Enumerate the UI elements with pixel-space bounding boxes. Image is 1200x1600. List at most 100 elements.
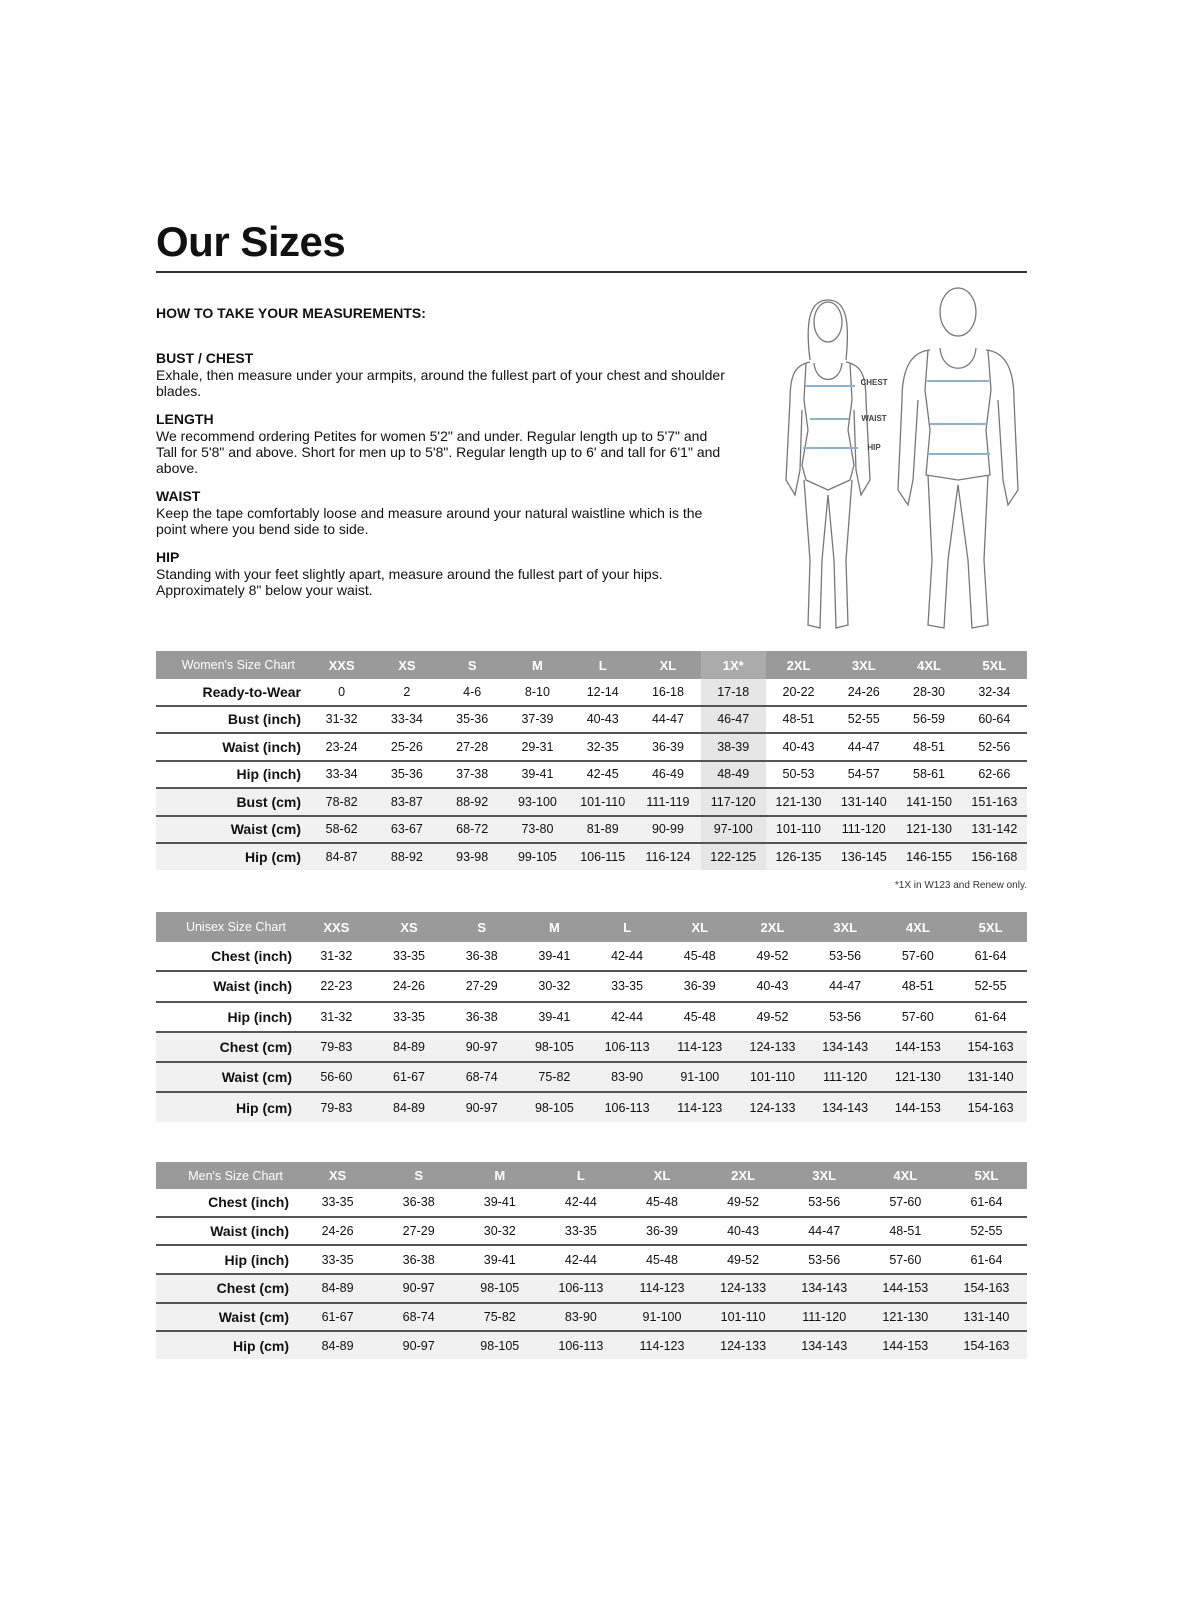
size-value: 154-163 bbox=[954, 1031, 1027, 1064]
size-value: 39-41 bbox=[518, 942, 591, 973]
size-value: 52-55 bbox=[831, 705, 897, 734]
size-value: 54-57 bbox=[831, 760, 897, 789]
row-label: Waist (cm) bbox=[156, 1062, 300, 1094]
body-measurement-figure: CHEST WAIST HIP bbox=[785, 287, 1019, 629]
size-value: 93-98 bbox=[439, 843, 505, 870]
section-waist: WAIST Keep the tape comfortably loose an… bbox=[156, 488, 726, 537]
size-header: 1X* bbox=[700, 651, 766, 679]
size-value: 45-48 bbox=[663, 942, 737, 973]
size-value: 45-48 bbox=[663, 1001, 737, 1033]
size-value: 42-44 bbox=[540, 1245, 622, 1276]
size-value: 48-51 bbox=[765, 705, 832, 734]
size-value: 134-143 bbox=[783, 1331, 865, 1360]
table-row: Waist (cm) 61-67 68-74 75-82 83-90 91-100 101-… bbox=[156, 1302, 1027, 1333]
section-heading: LENGTH bbox=[156, 411, 214, 427]
size-header: XS bbox=[374, 651, 440, 679]
size-value: 8-10 bbox=[504, 679, 571, 707]
size-value: 114-123 bbox=[621, 1331, 703, 1360]
size-value: 111-119 bbox=[635, 788, 701, 817]
size-value: 121-130 bbox=[765, 788, 832, 817]
size-value: 73-80 bbox=[504, 815, 571, 844]
table-row: Hip (cm) 84-89 90-97 98-105 106-113 114-123 12… bbox=[156, 1331, 1027, 1360]
size-value: 83-87 bbox=[374, 788, 440, 817]
size-value: 154-163 bbox=[945, 1331, 1027, 1360]
size-value: 57-60 bbox=[881, 1001, 955, 1033]
size-value: 62-66 bbox=[961, 760, 1027, 789]
section-bust-chest: BUST / CHEST Exhale, then measure under … bbox=[156, 350, 726, 399]
size-value: 48-51 bbox=[864, 1216, 946, 1247]
section-text: Keep the tape comfortably loose and meas… bbox=[156, 505, 703, 537]
size-value: 33-35 bbox=[297, 1245, 379, 1276]
size-value: 61-64 bbox=[954, 942, 1027, 973]
size-value: 98-105 bbox=[459, 1331, 541, 1360]
size-value: 126-135 bbox=[765, 843, 832, 870]
size-value: 36-39 bbox=[635, 733, 701, 762]
table-row: Ready-to-Wear 0 2 4-6 8-10 12-14 16-18 17-18 20-… bbox=[156, 679, 1027, 707]
size-value: 136-145 bbox=[831, 843, 897, 870]
size-value: 31-32 bbox=[300, 942, 373, 973]
size-value: 40-43 bbox=[765, 733, 832, 762]
header-row: Unisex Size Chart XXS XS S M L XL 2XL 3XL 4XL 5XL bbox=[156, 912, 1027, 942]
size-value: 39-41 bbox=[459, 1245, 541, 1276]
size-value: 144-153 bbox=[864, 1331, 946, 1360]
size-value: 31-32 bbox=[300, 1001, 373, 1033]
table-row: Waist (cm) 58-62 63-67 68-72 73-80 81-89 90-99… bbox=[156, 815, 1027, 844]
size-value: 46-47 bbox=[700, 705, 766, 734]
size-value: 61-67 bbox=[297, 1302, 379, 1333]
row-label: Chest (inch) bbox=[156, 1189, 297, 1218]
size-header: 2XL bbox=[702, 1162, 784, 1189]
size-value: 32-34 bbox=[961, 679, 1027, 707]
row-label: Chest (inch) bbox=[156, 942, 300, 973]
size-header: 5XL bbox=[945, 1162, 1027, 1189]
size-value: 44-47 bbox=[831, 733, 897, 762]
row-label: Bust (cm) bbox=[156, 788, 309, 817]
size-value: 99-105 bbox=[504, 843, 571, 870]
chart-title: Men's Size Chart bbox=[156, 1162, 297, 1189]
size-value: 81-89 bbox=[570, 815, 636, 844]
size-value: 24-26 bbox=[831, 679, 897, 707]
measurement-instructions: BUST / CHEST Exhale, then measure under … bbox=[156, 350, 726, 610]
size-value: 101-110 bbox=[736, 1062, 809, 1094]
size-value: 33-35 bbox=[372, 942, 446, 973]
size-value: 39-41 bbox=[504, 760, 571, 789]
size-value: 79-83 bbox=[300, 1031, 373, 1064]
size-header: 5XL bbox=[961, 651, 1027, 679]
size-value: 61-64 bbox=[945, 1245, 1027, 1276]
size-value: 68-74 bbox=[378, 1302, 460, 1333]
size-value: 48-51 bbox=[896, 733, 962, 762]
womens-size-chart: Women's Size Chart XXS XS S M L XL 1X* 2XL 3XL 4XL… bbox=[156, 651, 1027, 870]
size-value: 154-163 bbox=[945, 1274, 1027, 1304]
male-figure-outline bbox=[897, 287, 1019, 629]
size-value: 134-143 bbox=[808, 1092, 882, 1122]
size-value: 28-30 bbox=[896, 679, 962, 707]
size-value: 35-36 bbox=[439, 705, 505, 734]
size-value: 121-130 bbox=[881, 1062, 955, 1094]
chart-title: Unisex Size Chart bbox=[156, 912, 300, 942]
size-value: 141-150 bbox=[896, 788, 962, 817]
table-row: Waist (inch) 23-24 25-26 27-28 29-31 32-35 36-… bbox=[156, 733, 1027, 762]
size-value: 151-163 bbox=[961, 788, 1027, 817]
size-value: 90-97 bbox=[378, 1331, 460, 1360]
title-divider bbox=[156, 271, 1027, 273]
size-value: 42-45 bbox=[570, 760, 636, 789]
size-value: 97-100 bbox=[700, 815, 766, 844]
size-value: 111-120 bbox=[808, 1062, 882, 1094]
size-value: 33-35 bbox=[590, 971, 664, 1003]
size-value: 124-133 bbox=[702, 1274, 784, 1304]
size-value: 111-120 bbox=[783, 1302, 865, 1333]
size-value: 131-140 bbox=[945, 1302, 1027, 1333]
section-heading: WAIST bbox=[156, 488, 201, 504]
size-value: 12-14 bbox=[570, 679, 636, 707]
size-value: 131-140 bbox=[954, 1062, 1027, 1094]
row-label: Waist (cm) bbox=[156, 1302, 297, 1333]
size-value: 90-97 bbox=[445, 1092, 519, 1122]
size-value: 20-22 bbox=[765, 679, 832, 707]
chest-label: CHEST bbox=[860, 378, 887, 387]
table-row: Bust (cm) 78-82 83-87 88-92 93-100 101-110 111… bbox=[156, 788, 1027, 817]
size-value: 61-64 bbox=[954, 1001, 1027, 1033]
size-header: 4XL bbox=[864, 1162, 946, 1189]
size-header: 3XL bbox=[783, 1162, 865, 1189]
size-value: 4-6 bbox=[439, 679, 505, 707]
size-value: 83-90 bbox=[590, 1062, 664, 1094]
size-value: 84-89 bbox=[297, 1331, 379, 1360]
